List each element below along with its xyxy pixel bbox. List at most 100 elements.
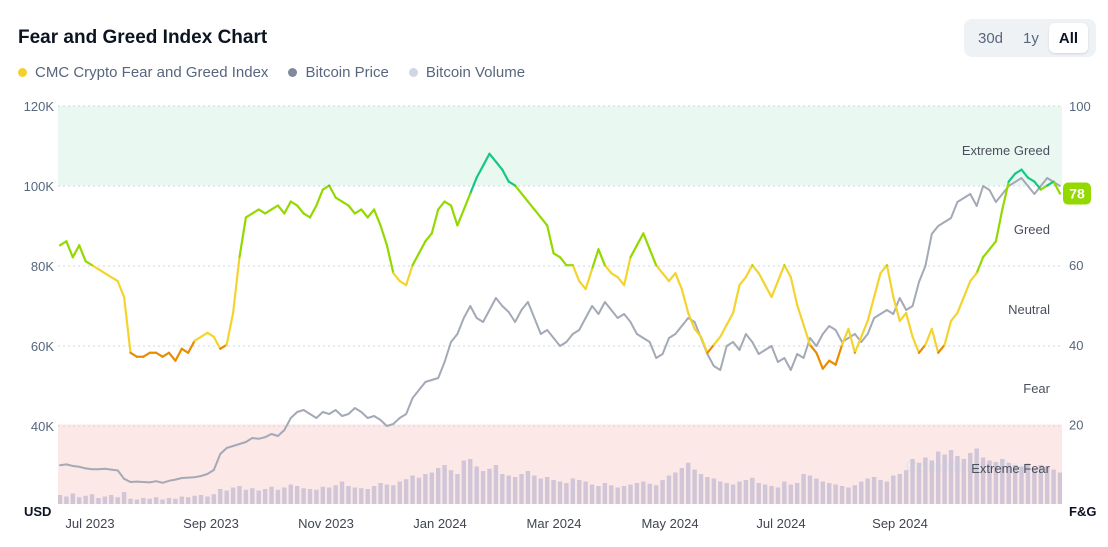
right-tick-label: 40 — [1069, 338, 1083, 353]
fng-point — [950, 319, 953, 322]
fng-point — [616, 276, 619, 279]
price-point — [559, 345, 561, 347]
fng-point — [270, 208, 273, 211]
fng-point — [142, 355, 145, 358]
fng-segment — [187, 339, 196, 354]
price-point — [142, 481, 145, 483]
price-point — [360, 411, 363, 413]
price-point — [405, 413, 408, 415]
fng-point — [456, 224, 459, 227]
fng-segment — [937, 343, 946, 354]
fng-point — [97, 268, 100, 271]
volume-bar — [782, 481, 787, 504]
volume-bar — [698, 474, 704, 504]
fng-segment — [1007, 172, 1017, 183]
price-point — [238, 443, 241, 445]
fng-segment — [590, 248, 600, 271]
range-30d-button[interactable]: 30d — [978, 29, 1004, 47]
fng-point — [1020, 168, 1023, 171]
fng-segment — [302, 212, 312, 219]
fng-segment — [853, 335, 863, 354]
volume-bar — [596, 486, 601, 504]
fng-point — [924, 343, 927, 346]
legend-dot-bitcoin-volume — [408, 68, 418, 77]
volume-bar — [403, 479, 409, 504]
fng-point — [661, 272, 664, 275]
fng-segment — [219, 343, 228, 350]
fng-point — [635, 244, 638, 247]
volume-bar — [359, 488, 364, 504]
volume-bar — [256, 490, 261, 504]
volume-bar — [942, 454, 947, 504]
fng-point — [821, 367, 824, 370]
fng-segment — [1046, 180, 1055, 187]
fng-point — [975, 272, 978, 275]
fng-point — [411, 264, 414, 267]
fng-point — [309, 216, 311, 219]
fng-point — [360, 208, 363, 211]
fng-segment — [699, 335, 709, 354]
fng-segment — [456, 208, 465, 227]
fng-point — [770, 296, 773, 299]
fng-point — [328, 184, 331, 187]
price-point — [994, 201, 997, 203]
volume-bar — [974, 448, 979, 504]
volume-bar — [884, 481, 890, 504]
fng-segment — [642, 232, 651, 251]
fng-segment — [481, 152, 491, 167]
volume-bar — [166, 498, 172, 504]
price-point — [732, 341, 734, 343]
price-point — [257, 437, 260, 440]
fng-segment — [539, 216, 549, 227]
volume-bar — [839, 486, 845, 504]
volume-bar — [551, 480, 556, 504]
fng-segment — [873, 272, 882, 299]
legend-item-fear-greed[interactable]: CMC Crypto Fear and Greed Index — [18, 64, 268, 81]
fng-point — [982, 256, 985, 259]
price-point — [296, 411, 299, 413]
volume-bar — [397, 481, 402, 504]
range-1y-button[interactable]: 1y — [1023, 29, 1039, 47]
fng-segment — [584, 268, 594, 291]
price-point — [693, 321, 696, 323]
legend-item-bitcoin-volume[interactable]: Bitcoin Volume — [408, 64, 525, 81]
volume-bar — [429, 472, 434, 504]
volume-bar — [480, 471, 486, 504]
fng-point — [1001, 208, 1004, 211]
fng-point — [751, 264, 754, 267]
volume-bar — [250, 488, 255, 504]
price-point — [59, 464, 61, 467]
price-point — [687, 317, 690, 319]
fng-segment — [366, 208, 376, 219]
x-tick-label: Jul 2024 — [756, 516, 805, 531]
fng-segment — [334, 196, 344, 203]
fng-point — [712, 343, 715, 346]
volume-bar — [788, 484, 793, 504]
fng-point — [276, 204, 279, 207]
fng-segment — [616, 276, 626, 287]
volume-bar — [179, 496, 184, 504]
legend-item-bitcoin-price[interactable]: Bitcoin Price — [288, 64, 389, 81]
fng-segment — [924, 327, 933, 346]
price-point — [1014, 181, 1017, 183]
volume-bar — [711, 478, 717, 504]
price-point — [802, 357, 805, 359]
fng-segment — [167, 351, 177, 362]
fng-point — [167, 351, 170, 354]
price-point — [328, 413, 331, 415]
fng-segment — [1001, 180, 1010, 211]
volume-bar — [532, 475, 537, 504]
price-point — [962, 197, 965, 199]
fng-point — [501, 168, 504, 171]
volume-bar — [314, 489, 319, 504]
price-point — [661, 353, 664, 355]
x-tick-label: Mar 2024 — [527, 516, 582, 531]
price-point — [302, 409, 305, 411]
fng-segment — [1020, 168, 1030, 179]
price-point — [206, 473, 209, 475]
fng-point — [994, 240, 997, 243]
fng-point — [1026, 176, 1029, 179]
range-all-button[interactable]: All — [1048, 23, 1089, 53]
fng-segment — [674, 272, 683, 291]
right-axis-label: F&G — [1069, 504, 1096, 519]
